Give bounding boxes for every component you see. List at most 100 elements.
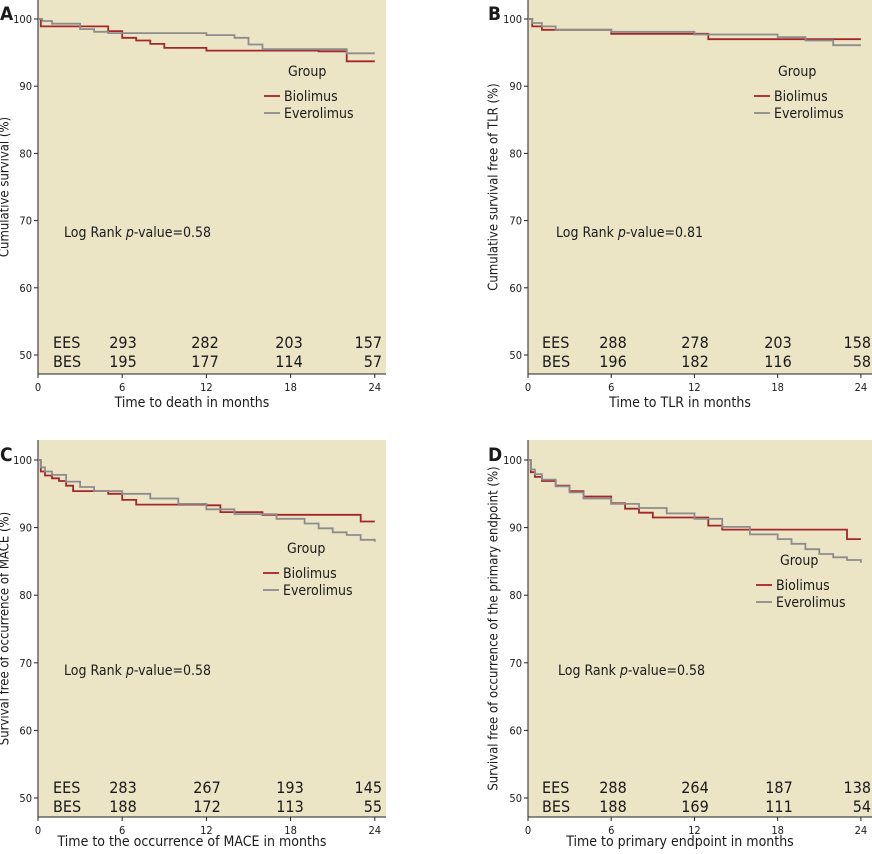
x-tick-label: 0 bbox=[525, 824, 531, 837]
x-tick-label: 0 bbox=[525, 381, 531, 394]
series-line-biolimus bbox=[38, 18, 375, 63]
y-tick-label: 70 bbox=[19, 657, 32, 670]
y-axis-label: Cumulative survival free of TLR (%) bbox=[487, 83, 502, 290]
y-tick-label: 90 bbox=[509, 522, 522, 535]
x-tick-label: 18 bbox=[771, 381, 784, 394]
y-tick-label: 80 bbox=[19, 147, 32, 160]
y-tick-label: 70 bbox=[19, 215, 32, 228]
plot-background bbox=[528, 0, 872, 374]
risk-row-label: BES bbox=[53, 797, 81, 816]
risk-value: 264 bbox=[681, 778, 708, 797]
x-tick-label: 0 bbox=[35, 824, 41, 837]
y-tick-label: 50 bbox=[19, 349, 32, 362]
y-tick-label: 70 bbox=[509, 215, 522, 228]
y-tick-label: 100 bbox=[503, 454, 522, 467]
risk-value: 58 bbox=[853, 352, 871, 371]
x-tick-label: 12 bbox=[200, 381, 213, 394]
legend-title: Group bbox=[288, 64, 326, 80]
y-tick-label: 100 bbox=[503, 13, 522, 26]
y-tick-label: 90 bbox=[509, 80, 522, 93]
risk-value: 195 bbox=[109, 352, 136, 371]
panel-b: 50 60 70 80 90 100 0 6 12 18 24 B Cumulative surviva… bbox=[487, 0, 872, 411]
y-tick-label: 60 bbox=[509, 724, 522, 737]
series-line-biolimus bbox=[38, 459, 375, 523]
risk-value: 158 bbox=[844, 333, 871, 352]
risk-value: 169 bbox=[681, 797, 708, 816]
y-axis-label: Survival free of occurrence of the prima… bbox=[487, 466, 502, 790]
x-tick-label: 12 bbox=[200, 824, 213, 837]
x-axis-label: Time to primary endpoint in months bbox=[565, 834, 794, 850]
risk-value: 57 bbox=[364, 352, 382, 371]
log-rank-annotation: Log Rank p-value=0.58 bbox=[64, 663, 211, 679]
risk-value: 196 bbox=[599, 352, 626, 371]
y-tick-label: 100 bbox=[13, 454, 32, 467]
risk-value: 111 bbox=[765, 797, 792, 816]
y-tick-label: 50 bbox=[509, 349, 522, 362]
legend-title: Group bbox=[780, 553, 818, 569]
series-line-everolimus bbox=[38, 18, 375, 55]
y-tick-label: 60 bbox=[19, 282, 32, 295]
risk-value: 278 bbox=[681, 333, 708, 352]
x-axis-label: Time to the occurrence of MACE in months bbox=[57, 834, 327, 850]
risk-row-label: EES bbox=[542, 333, 569, 352]
risk-value: 182 bbox=[681, 352, 708, 371]
legend-title: Group bbox=[287, 541, 325, 557]
x-tick-label: 24 bbox=[855, 381, 868, 394]
x-tick-label: 0 bbox=[35, 381, 41, 394]
x-tick-label: 6 bbox=[119, 824, 125, 837]
x-tick-label: 18 bbox=[284, 381, 297, 394]
legend-title: Group bbox=[778, 64, 816, 80]
risk-row-label: BES bbox=[542, 797, 570, 816]
legend-label: Everolimus bbox=[284, 106, 354, 122]
risk-value: 288 bbox=[599, 333, 626, 352]
log-rank-annotation: Log Rank p-value=0.58 bbox=[64, 225, 211, 241]
risk-row-label: EES bbox=[53, 333, 80, 352]
y-tick-label: 80 bbox=[509, 147, 522, 160]
x-tick-label: 18 bbox=[284, 824, 297, 837]
y-tick-label: 80 bbox=[509, 589, 522, 602]
risk-row-label: BES bbox=[53, 352, 81, 371]
x-tick-label: 12 bbox=[688, 381, 701, 394]
panel-c: 50 60 70 80 90 100 0 6 12 18 24 C Survival free of o… bbox=[0, 440, 386, 850]
log-rank-annotation: Log Rank p-value=0.58 bbox=[558, 663, 705, 679]
log-rank-annotation: Log Rank p-value=0.81 bbox=[556, 225, 703, 241]
risk-value: 188 bbox=[599, 797, 626, 816]
y-tick-label: 50 bbox=[509, 792, 522, 805]
plot-background bbox=[38, 0, 386, 374]
panel-letter: B bbox=[488, 3, 501, 25]
plot-background bbox=[528, 440, 872, 817]
risk-row-label: EES bbox=[53, 778, 80, 797]
risk-value: 282 bbox=[191, 333, 218, 352]
y-tick-label: 60 bbox=[509, 282, 522, 295]
x-tick-label: 24 bbox=[855, 824, 868, 837]
risk-value: 187 bbox=[765, 778, 792, 797]
legend-label: Biolimus bbox=[283, 566, 337, 582]
y-tick-label: 90 bbox=[19, 80, 32, 93]
panel-letter: A bbox=[0, 3, 14, 25]
risk-value: 116 bbox=[764, 352, 791, 371]
risk-value: 55 bbox=[364, 797, 382, 816]
risk-value: 157 bbox=[355, 333, 382, 352]
y-tick-label: 50 bbox=[19, 792, 32, 805]
y-tick-label: 100 bbox=[13, 13, 32, 26]
risk-value: 283 bbox=[109, 778, 136, 797]
panel-a: 50 60 70 80 90 100 0 6 12 18 24 A Cumulative surviva… bbox=[0, 0, 386, 411]
risk-value: 172 bbox=[193, 797, 220, 816]
risk-value: 113 bbox=[276, 797, 303, 816]
x-tick-label: 6 bbox=[608, 824, 614, 837]
risk-value: 114 bbox=[275, 352, 302, 371]
series-line-everolimus bbox=[528, 18, 861, 47]
risk-value: 138 bbox=[844, 778, 871, 797]
risk-value: 54 bbox=[853, 797, 871, 816]
plot-background bbox=[38, 440, 386, 817]
x-tick-label: 6 bbox=[608, 381, 614, 394]
legend-label: Biolimus bbox=[776, 578, 830, 594]
risk-row-label: BES bbox=[542, 352, 570, 371]
risk-value: 293 bbox=[109, 333, 136, 352]
x-tick-label: 24 bbox=[368, 381, 381, 394]
risk-value: 267 bbox=[193, 778, 220, 797]
risk-value: 203 bbox=[764, 333, 791, 352]
series-line-everolimus bbox=[528, 459, 862, 563]
